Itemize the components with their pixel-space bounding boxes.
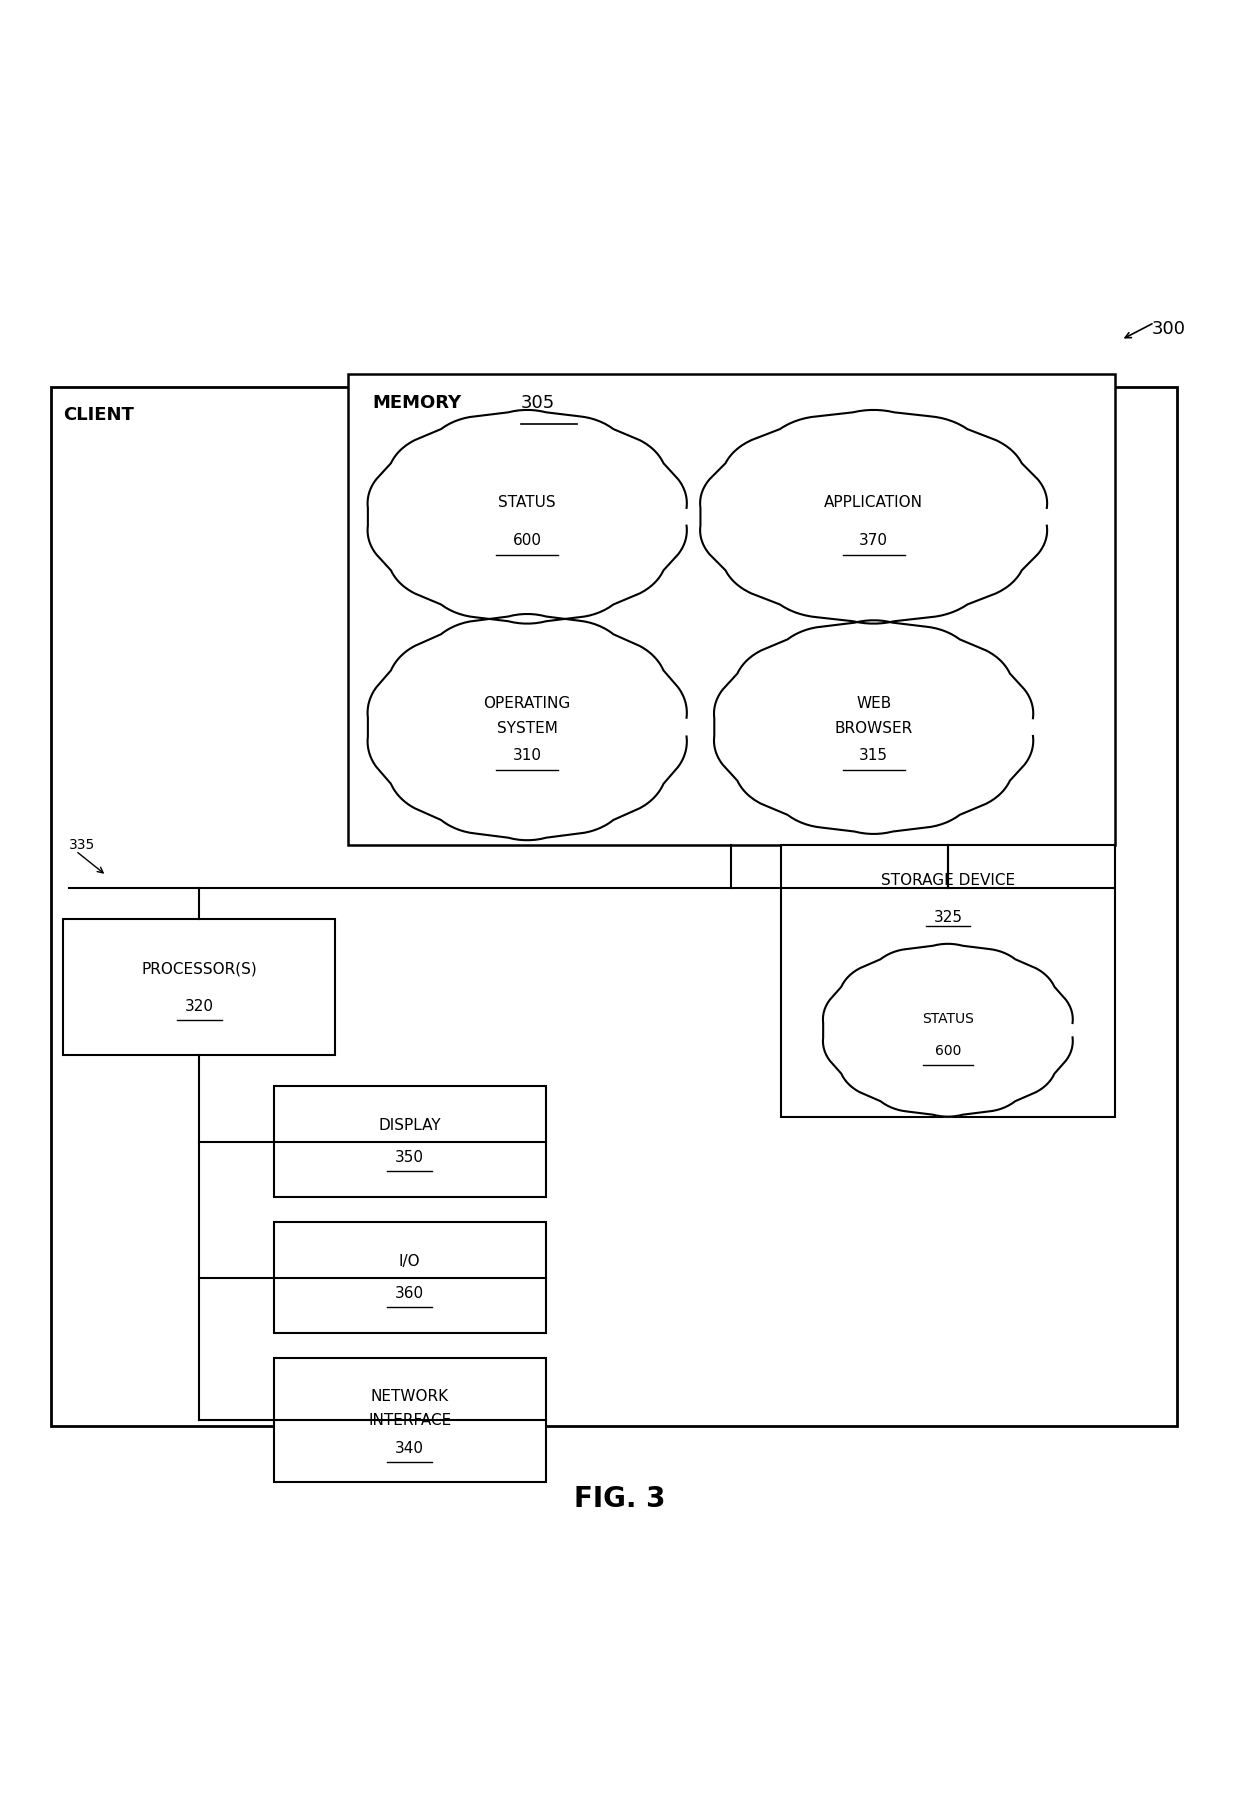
- Text: 370: 370: [859, 532, 888, 548]
- Text: STATUS: STATUS: [498, 495, 556, 510]
- Text: 600: 600: [935, 1043, 961, 1058]
- FancyBboxPatch shape: [274, 1223, 546, 1333]
- Text: 305: 305: [521, 394, 556, 412]
- Text: BROWSER: BROWSER: [835, 720, 913, 735]
- Text: 310: 310: [512, 747, 542, 762]
- Text: DISPLAY: DISPLAY: [378, 1117, 441, 1132]
- Text: STORAGE DEVICE: STORAGE DEVICE: [880, 873, 1014, 887]
- Text: 350: 350: [396, 1150, 424, 1165]
- FancyBboxPatch shape: [781, 845, 1115, 1117]
- Text: NETWORK: NETWORK: [371, 1388, 449, 1402]
- Polygon shape: [367, 410, 687, 624]
- Text: 360: 360: [396, 1286, 424, 1301]
- Text: 335: 335: [69, 838, 95, 851]
- Text: 325: 325: [934, 909, 962, 925]
- Polygon shape: [714, 620, 1033, 834]
- Text: SYSTEM: SYSTEM: [497, 720, 558, 735]
- FancyBboxPatch shape: [63, 920, 336, 1056]
- FancyBboxPatch shape: [347, 375, 1115, 845]
- Text: 340: 340: [396, 1440, 424, 1455]
- Text: INTERFACE: INTERFACE: [368, 1413, 451, 1428]
- Text: OPERATING: OPERATING: [484, 695, 570, 711]
- Text: WEB: WEB: [856, 695, 892, 711]
- Text: 320: 320: [185, 998, 213, 1014]
- Text: APPLICATION: APPLICATION: [825, 495, 923, 510]
- Text: 315: 315: [859, 747, 888, 762]
- FancyBboxPatch shape: [274, 1359, 546, 1482]
- Polygon shape: [367, 615, 687, 840]
- Polygon shape: [823, 945, 1073, 1117]
- FancyBboxPatch shape: [274, 1087, 546, 1197]
- Text: 300: 300: [1152, 319, 1185, 337]
- Polygon shape: [701, 410, 1047, 624]
- Text: I/O: I/O: [399, 1253, 420, 1268]
- Text: PROCESSOR(S): PROCESSOR(S): [141, 961, 257, 976]
- Text: STATUS: STATUS: [921, 1010, 973, 1025]
- Text: FIG. 3: FIG. 3: [574, 1484, 666, 1513]
- FancyBboxPatch shape: [51, 388, 1177, 1426]
- Text: 600: 600: [512, 532, 542, 548]
- Text: MEMORY: MEMORY: [372, 394, 461, 412]
- Text: CLIENT: CLIENT: [63, 406, 134, 424]
